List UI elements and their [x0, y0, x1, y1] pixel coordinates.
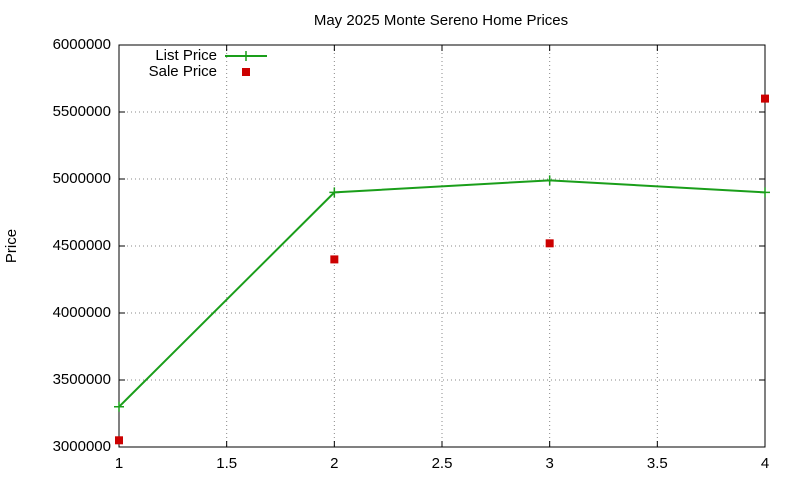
legend-marker: [242, 68, 250, 76]
point-marker: [761, 94, 769, 103]
y-tick-label: 4500000: [53, 237, 111, 254]
legend-label: List Price: [155, 47, 217, 64]
x-tick-label: 4: [761, 455, 769, 472]
y-axis-label: Price: [3, 229, 20, 263]
series-line: [118, 179, 766, 408]
point-marker: [114, 401, 124, 412]
point-marker: [545, 239, 554, 248]
chart-title: May 2025 Monte Sereno Home Prices: [314, 12, 568, 29]
x-tick-label: 3: [545, 455, 553, 472]
y-tick-label: 5500000: [53, 103, 111, 120]
x-tick-label: 2.5: [432, 455, 453, 472]
point-marker: [329, 187, 340, 198]
legend-marker: [241, 51, 251, 61]
legend-label: Sale Price: [149, 63, 217, 80]
y-tick-label: 5000000: [53, 170, 111, 187]
y-tick-label: 6000000: [53, 36, 111, 53]
x-tick-label: 2: [330, 455, 338, 472]
x-tick-label: 1: [115, 455, 123, 472]
x-tick-label: 1.5: [216, 455, 237, 472]
x-tick-label: 3.5: [647, 455, 668, 472]
point-marker: [330, 255, 339, 264]
point-marker: [115, 436, 123, 445]
point-marker: [544, 175, 555, 186]
plot-frame: [118, 44, 766, 448]
y-tick-label: 4000000: [53, 304, 111, 321]
y-tick-label: 3000000: [53, 438, 111, 455]
y-tick-label: 3500000: [53, 371, 111, 388]
point-marker: [760, 187, 770, 198]
